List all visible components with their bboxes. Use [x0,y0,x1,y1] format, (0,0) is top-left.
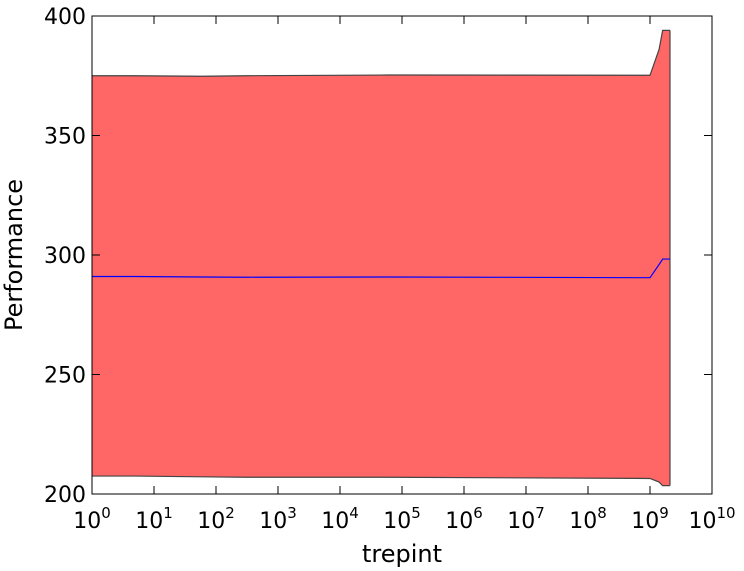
y-tick-label: 200 [44,483,86,508]
x-tick-label: 104 [321,504,359,534]
tick-base: 10 [445,509,473,534]
x-tick-label: 1010 [688,504,735,534]
tick-exponent: 9 [659,504,669,522]
tick-base: 10 [631,509,659,534]
tick-exponent: 10 [716,504,735,522]
tick-exponent: 6 [473,504,483,522]
y-tick-label: 400 [44,5,86,30]
x-tick-label: 101 [135,504,173,534]
band-upper [92,29,670,77]
tick-base: 10 [259,509,287,534]
x-tick-label: 105 [383,504,421,534]
tick-exponent: 0 [101,504,111,522]
tick-exponent: 7 [535,504,545,522]
x-tick-label: 106 [445,504,483,534]
line [92,258,670,279]
x-tick-label: 100 [73,504,111,534]
tick-base: 10 [321,509,349,534]
x-tick-label: 109 [631,504,669,534]
tick-exponent: 1 [163,504,173,522]
band-lower [92,475,670,487]
tick-exponent: 5 [411,504,421,522]
tick-base: 10 [73,509,101,534]
tick-base: 10 [507,509,535,534]
y-tick-label: 300 [44,244,86,269]
tick-exponent: 4 [349,504,359,522]
tick-exponent: 2 [225,504,235,522]
y-tick-label: 250 [44,364,86,389]
x-axis-label: trepint [362,540,442,568]
y-tick-label: 350 [44,125,86,150]
x-tick-label: 103 [259,504,297,534]
x-tick-label: 107 [507,504,545,534]
tick-base: 10 [569,509,597,534]
tick-base: 10 [688,509,716,534]
tick-base: 10 [135,509,163,534]
tick-base: 10 [197,509,225,534]
band-area [92,30,670,486]
x-tick-label: 102 [197,504,235,534]
tick-exponent: 3 [287,504,297,522]
x-tick-label: 108 [569,504,607,534]
tick-exponent: 8 [597,504,607,522]
tick-base: 10 [383,509,411,534]
y-axis-label: Performance [0,179,28,331]
